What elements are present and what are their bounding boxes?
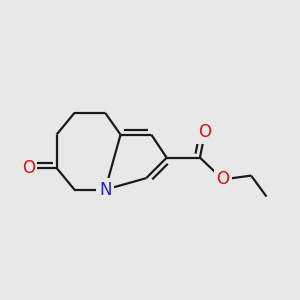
Text: N: N [99, 181, 111, 199]
Text: O: O [22, 159, 35, 177]
Text: O: O [217, 170, 230, 188]
Text: O: O [199, 123, 212, 141]
